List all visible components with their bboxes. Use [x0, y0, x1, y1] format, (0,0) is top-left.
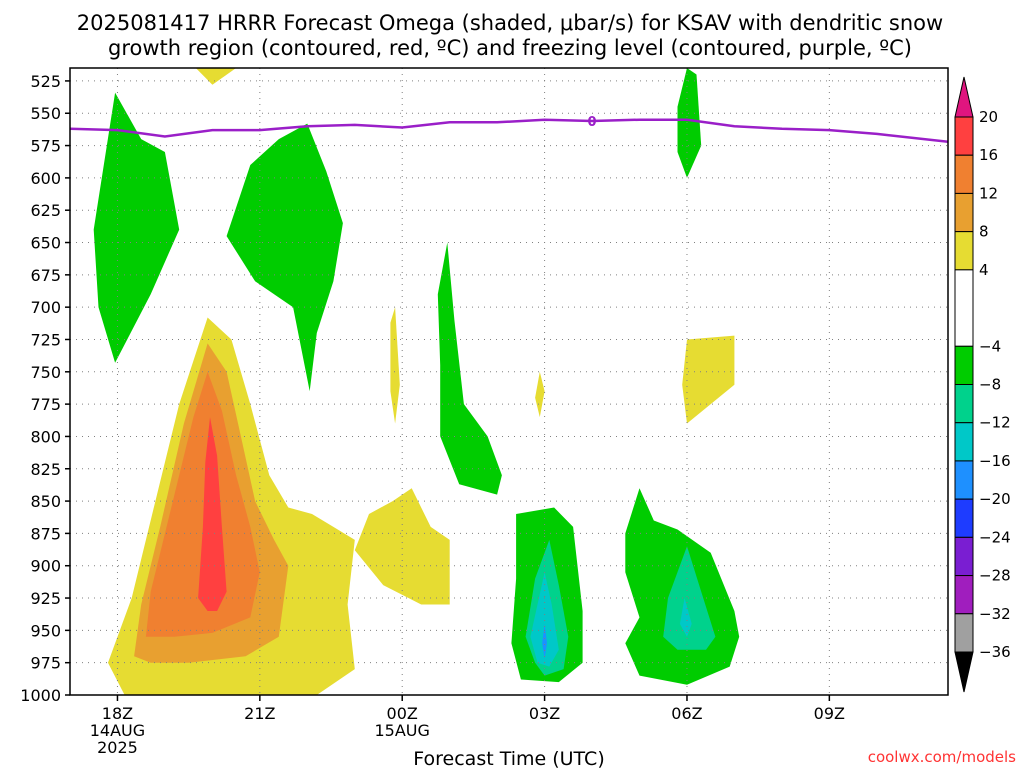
freezing-level-label: 0: [588, 115, 597, 130]
colorbar-bin-5: [954, 345, 974, 385]
omega-region-7: [535, 371, 545, 418]
omega-region-6: [390, 307, 400, 424]
y-tick-label: 825: [30, 460, 61, 479]
colorbar-tick-label: 12: [979, 184, 998, 202]
colorbar-tick-label: −16: [979, 452, 1011, 470]
y-tick-label: 950: [30, 621, 61, 640]
x-tick-label: 15AUG: [375, 721, 430, 740]
colorbar-bin-9: [954, 498, 974, 538]
colorbar-bin-3: [954, 231, 974, 271]
colorbar-top-arrow: [954, 76, 974, 118]
omega-region-18: [679, 598, 692, 637]
colorbar-bin-6: [954, 384, 974, 424]
y-tick-label: 525: [30, 72, 61, 91]
y-axis-ticks: 525 550 575 600 625 650 675 700 725 750 775 800 825 8…: [20, 72, 70, 705]
y-tick-label: 1000: [20, 686, 61, 705]
y-tick-label: 800: [30, 427, 61, 446]
freezing-level-line: [70, 118, 948, 143]
chart-title-line1: 2025081417 HRRR Forecast Omega (shaded, …: [77, 11, 943, 35]
x-tick-label: 2025: [97, 738, 138, 757]
y-tick-label: 550: [30, 104, 61, 123]
omega-region-8: [682, 335, 735, 424]
y-tick-label: 700: [30, 298, 61, 317]
y-tick-label: 725: [30, 330, 61, 349]
x-tick-label: 18Z: [102, 704, 133, 723]
y-tick-label: 850: [30, 492, 61, 511]
omega-region-5: [354, 488, 450, 605]
y-tick-label: 750: [30, 363, 61, 382]
omega-region-3: [145, 371, 260, 637]
chart-title-line2: growth region (contoured, red, ºC) and f…: [108, 36, 912, 60]
omega-region-9: [93, 92, 180, 363]
omega-region-12: [677, 68, 702, 178]
x-tick-label: 06Z: [671, 704, 702, 723]
colorbar-tick-label: 8: [979, 223, 989, 241]
y-tick-label: 975: [30, 654, 61, 673]
omega-region-10: [226, 123, 343, 392]
colorbar-bin-8: [954, 460, 974, 500]
credit-link[interactable]: coolwx.com/models: [868, 748, 1016, 766]
y-tick-label: 575: [30, 137, 61, 156]
x-tick-label: 00Z: [387, 704, 418, 723]
omega-region-17: [530, 572, 559, 667]
y-tick-label: 900: [30, 557, 61, 576]
omega-region-16: [663, 546, 716, 650]
x-tick-label: 09Z: [814, 704, 845, 723]
colorbar-bin-1: [954, 154, 974, 194]
plot-frame: [69, 67, 949, 696]
colorbar-tick-label: −32: [979, 605, 1011, 623]
colorbar-tick-label: −20: [979, 490, 1011, 508]
colorbar-bin-2: [954, 192, 974, 233]
x-tick-label: 03Z: [529, 704, 560, 723]
omega-region-0: [195, 68, 237, 85]
colorbar-tick-label: 20: [979, 108, 998, 126]
colorbar-bin-11: [954, 575, 974, 615]
colorbar-tick-label: 16: [979, 146, 998, 164]
colorbar-tick-label: −4: [979, 337, 1001, 355]
colorbar-tick-label: 4: [979, 261, 989, 279]
y-tick-label: 600: [30, 169, 61, 188]
omega-region-11: [437, 242, 502, 495]
colorbar-tick-label: −36: [979, 643, 1011, 661]
colorbar-bin-10: [954, 536, 974, 577]
colorbar-tick-label: −24: [979, 528, 1011, 546]
y-tick-label: 875: [30, 524, 61, 543]
colorbar-tick-label: −8: [979, 376, 1001, 394]
freezing-level-contour: 0: [70, 115, 948, 143]
omega-region-4: [198, 417, 227, 611]
y-tick-label: 775: [30, 395, 61, 414]
y-tick-label: 675: [30, 266, 61, 285]
y-tick-label: 625: [30, 201, 61, 220]
y-tick-label: 925: [30, 589, 61, 608]
colorbar-bin-4: [954, 269, 974, 347]
colorbar-bin-0: [954, 116, 974, 156]
x-tick-label: 14AUG: [90, 721, 145, 740]
colorbar-bottom-arrow: [954, 651, 974, 693]
omega-shading: [93, 68, 740, 695]
y-tick-label: 650: [30, 234, 61, 253]
colorbar: 20 16 12 8 4 −4 −8 −12 −16 −20 −24 −28 −32 −36: [954, 76, 1011, 693]
omega-region-19: [542, 623, 547, 659]
x-axis-label: Forecast Time (UTC): [413, 748, 604, 768]
colorbar-bin-12: [954, 613, 974, 653]
colorbar-tick-label: −28: [979, 567, 1011, 585]
x-tick-label: 21Z: [244, 704, 275, 723]
colorbar-tick-label: −12: [979, 414, 1011, 432]
plot-grid: [70, 68, 948, 696]
colorbar-bin-7: [954, 422, 974, 462]
